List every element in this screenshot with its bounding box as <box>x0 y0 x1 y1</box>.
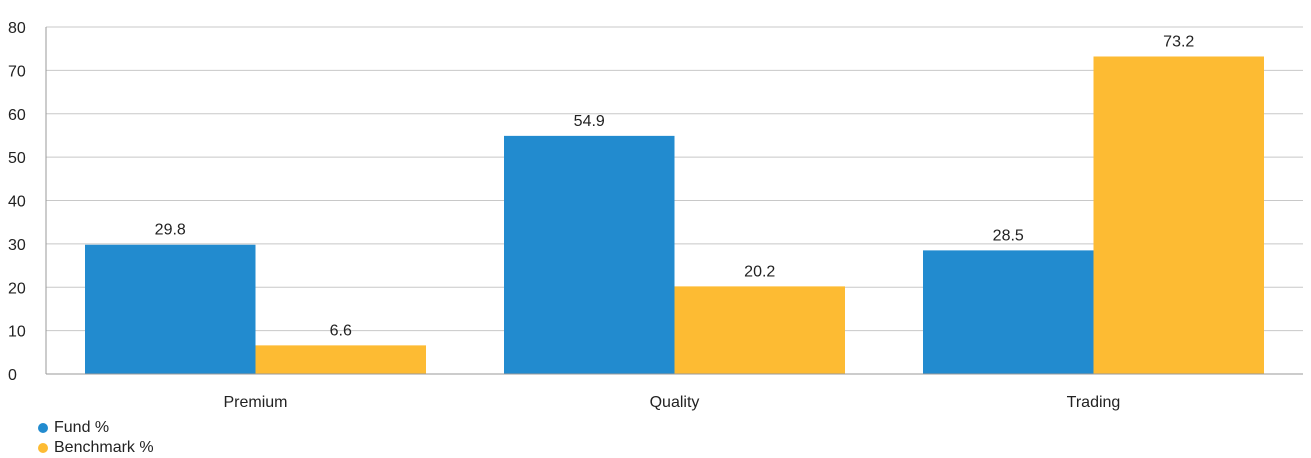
data-label: 20.2 <box>744 263 775 280</box>
legend-swatch-benchmark <box>38 443 48 453</box>
y-tick-label: 50 <box>8 150 26 167</box>
y-tick-label: 60 <box>8 107 26 124</box>
data-label: 6.6 <box>330 322 352 339</box>
x-category-label: Trading <box>1067 394 1121 411</box>
legend-label-fund: Fund % <box>54 419 110 436</box>
bars <box>85 56 1264 375</box>
y-tick-label: 0 <box>8 367 17 384</box>
y-axis-ticks: 0 10 20 30 40 50 60 70 80 <box>8 20 26 384</box>
legend-label-benchmark: Benchmark % <box>54 439 154 456</box>
bar-fund-quality <box>504 135 675 374</box>
data-label: 28.5 <box>993 227 1024 244</box>
bar-fund-trading <box>923 250 1094 374</box>
bar-benchmark-trading <box>1093 56 1264 375</box>
y-tick-label: 70 <box>8 63 26 80</box>
legend-swatch-fund <box>38 423 48 433</box>
legend-item-benchmark: Benchmark % <box>38 438 154 458</box>
data-label: 54.9 <box>574 113 605 130</box>
x-category-label: Quality <box>650 394 700 411</box>
y-tick-label: 40 <box>8 194 26 211</box>
bar-fund-premium <box>85 244 256 374</box>
legend-item-fund: Fund % <box>38 418 154 438</box>
data-label: 29.8 <box>155 222 186 239</box>
legend: Fund % Benchmark % <box>38 418 154 458</box>
x-category-label: Premium <box>223 394 287 411</box>
y-tick-label: 20 <box>8 280 26 297</box>
bar-benchmark-quality <box>674 286 845 374</box>
x-axis-categories: Premium Quality Trading <box>223 394 1120 411</box>
data-label: 73.2 <box>1163 33 1194 50</box>
y-tick-label: 30 <box>8 237 26 254</box>
y-tick-label: 80 <box>8 20 26 37</box>
bar-benchmark-premium <box>255 345 426 374</box>
data-labels: 29.8 6.6 54.9 20.2 28.5 73.2 <box>155 33 1195 339</box>
y-tick-label: 10 <box>8 324 26 341</box>
